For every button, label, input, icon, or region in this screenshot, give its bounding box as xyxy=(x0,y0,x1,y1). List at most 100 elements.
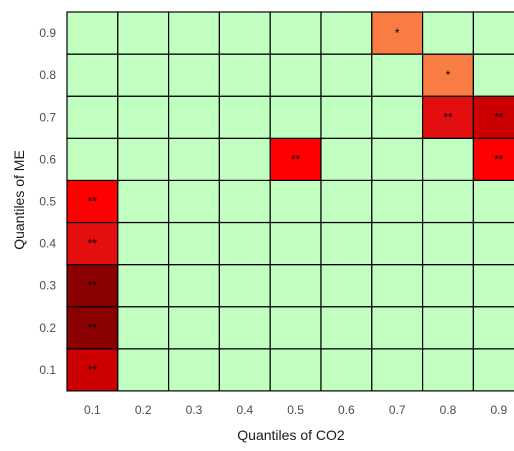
heatmap-cell-x0.8-y0.6 xyxy=(422,137,475,182)
heatmap-cell-x0.4-y0.5 xyxy=(218,179,271,224)
heatmap-cell-x0.4-y0.7 xyxy=(218,95,271,139)
heatmap-cell-x0.5-y0.5 xyxy=(269,179,322,224)
x-tick-label: 0.2 xyxy=(135,403,152,417)
heatmap-cell-x0.6-y0.3 xyxy=(320,264,373,308)
heatmap-cell-x0.1-y0.3 xyxy=(66,264,119,308)
heatmap-cell-x0.2-y0.5 xyxy=(117,179,170,224)
y-tick-label: 0.4 xyxy=(39,237,56,251)
heatmap-cell-x0.1-y0.2 xyxy=(66,306,119,350)
heatmap-cell-x0.3-y0.3 xyxy=(168,264,221,308)
heatmap-cell-x0.5-y0.8 xyxy=(269,53,322,97)
heatmap-cell-x0.4-y0.6 xyxy=(218,137,271,182)
heatmap-cell-x0.9-y0.4 xyxy=(472,221,514,266)
heatmap-cell-x0.7-y0.3 xyxy=(371,264,424,308)
heatmap-cell-x0.3-y0.7 xyxy=(168,95,221,139)
significance-label-x0.1-y0.2: ** xyxy=(88,321,98,335)
heatmap-cell-x0.6-y0.1 xyxy=(320,348,373,392)
y-tick-label: 0.9 xyxy=(39,26,56,40)
y-axis-ticks: 0.1 0.2 0.3 0.4 0.5 0.6 0.7 0.8 0.9 xyxy=(39,26,56,377)
heatmap-cell-x0.7-y0.5 xyxy=(371,179,424,224)
heatmap-cell-x0.6-y0.6 xyxy=(320,137,373,182)
heatmap-cell-x0.1-y0.8 xyxy=(66,53,119,97)
heatmap-cell-x0.5-y0.1 xyxy=(269,348,322,392)
significance-label-x0.1-y0.1: ** xyxy=(88,363,98,377)
heatmap-cell-x0.5-y0.3 xyxy=(269,264,322,308)
significance-label-x0.8-y0.7: ** xyxy=(443,110,453,124)
heatmap-cell-x0.3-y0.1 xyxy=(168,348,221,392)
y-tick-label: 0.1 xyxy=(39,363,56,377)
heatmap-cell-x0.2-y0.3 xyxy=(117,264,170,308)
y-tick-label: 0.7 xyxy=(39,110,56,124)
heatmap-cell-x0.1-y0.9 xyxy=(66,11,119,55)
heatmap-cell-x0.6-y0.8 xyxy=(320,53,373,97)
heatmap-cell-x0.2-y0.7 xyxy=(117,95,170,139)
heatmap-cell-x0.2-y0.6 xyxy=(117,137,170,182)
heatmap-cell-x0.9-y0.5 xyxy=(472,179,514,224)
heatmap-cell-x0.4-y0.4 xyxy=(218,221,271,266)
significance-label-x0.8-y0.8: * xyxy=(446,68,451,82)
heatmap-cell-x0.8-y0.9 xyxy=(422,11,475,55)
y-tick-label: 0.8 xyxy=(39,68,56,82)
heatmap-cell-x0.2-y0.1 xyxy=(117,348,170,392)
heatmap-cell-x0.9-y0.3 xyxy=(472,264,514,308)
heatmap-cell-x0.3-y0.2 xyxy=(168,306,221,350)
x-tick-label: 0.4 xyxy=(236,403,253,417)
heatmap-cell-x0.9-y0.2 xyxy=(472,306,514,350)
heatmap-cell-x0.9-y0.8 xyxy=(472,53,514,97)
heatmap-cell-x0.5-y0.2 xyxy=(269,306,322,350)
heatmap-cell-x0.3-y0.6 xyxy=(168,137,221,182)
heatmap-cell-x0.4-y0.1 xyxy=(218,348,271,392)
significance-labels: ************ **** **** xyxy=(88,26,504,377)
significance-label-x0.1-y0.3: ** xyxy=(88,279,98,293)
significance-label-x0.9-y0.6: ** xyxy=(494,152,504,166)
x-tick-label: 0.5 xyxy=(287,403,304,417)
heatmap-cell-x0.7-y0.8 xyxy=(371,53,424,97)
heatmap-cell-x0.9-y0.9 xyxy=(472,11,514,55)
heatmap-cell-x0.7-y0.1 xyxy=(371,348,424,392)
heatmap-cell-x0.2-y0.2 xyxy=(117,306,170,350)
heatmap-cell-x0.5-y0.9 xyxy=(269,11,322,55)
heatmap-cell-x0.3-y0.9 xyxy=(168,11,221,55)
heatmap-cell-x0.9-y0.7 xyxy=(472,95,514,139)
significance-label-x0.1-y0.5: ** xyxy=(88,194,98,208)
y-tick-label: 0.2 xyxy=(39,321,56,335)
significance-label-x0.7-y0.9: * xyxy=(395,26,400,40)
heatmap-cell-x0.2-y0.9 xyxy=(117,11,170,55)
heatmap-cell-x0.4-y0.2 xyxy=(218,306,271,350)
heatmap-cell-x0.1-y0.7 xyxy=(66,95,119,139)
heatmap-cell-x0.7-y0.4 xyxy=(371,221,424,266)
significance-label-x0.1-y0.4: ** xyxy=(88,237,98,251)
heatmap-cell-x0.7-y0.6 xyxy=(371,137,424,182)
heatmap-cell-x0.5-y0.4 xyxy=(269,221,322,266)
heatmap-cell-x0.9-y0.1 xyxy=(472,348,514,392)
heatmap-cell-x0.2-y0.4 xyxy=(117,221,170,266)
heatmap-cell-x0.7-y0.7 xyxy=(371,95,424,139)
heatmap-cell-x0.4-y0.9 xyxy=(218,11,271,55)
heatmap-cell-x0.3-y0.4 xyxy=(168,221,221,266)
x-tick-label: 0.6 xyxy=(338,403,355,417)
x-tick-label: 0.9 xyxy=(490,403,507,417)
y-axis-title: Quantiles of ME xyxy=(11,150,27,250)
x-axis-ticks: 0.1 0.2 0.3 0.4 0.5 0.6 0.7 0.8 0.9 xyxy=(84,403,507,417)
x-tick-label: 0.8 xyxy=(440,403,457,417)
heatmap-cell-x0.5-y0.7 xyxy=(269,95,322,139)
x-tick-label: 0.1 xyxy=(84,403,101,417)
heatmap-cell-x0.6-y0.7 xyxy=(320,95,373,139)
heatmap-cell-x0.3-y0.5 xyxy=(168,179,221,224)
significance-label-x0.5-y0.6: ** xyxy=(291,152,301,166)
heatmap-cell-x0.4-y0.3 xyxy=(218,264,271,308)
y-tick-label: 0.5 xyxy=(39,194,56,208)
heatmap-cell-x0.8-y0.1 xyxy=(422,348,475,392)
y-tick-label: 0.3 xyxy=(39,279,56,293)
heatmap-cell-x0.8-y0.3 xyxy=(422,264,475,308)
heatmap-cell-x0.6-y0.9 xyxy=(320,11,373,55)
heatmap-cell-x0.4-y0.8 xyxy=(218,53,271,97)
heatmap-cell-x0.9-y0.6 xyxy=(472,137,514,182)
heatmap-cell-x0.6-y0.2 xyxy=(320,306,373,350)
significance-label-x0.9-y0.7: ** xyxy=(494,110,504,124)
heatmap-cell-x0.1-y0.6 xyxy=(66,137,119,182)
heatmap-cell-x0.6-y0.5 xyxy=(320,179,373,224)
y-tick-label: 0.6 xyxy=(39,152,56,166)
